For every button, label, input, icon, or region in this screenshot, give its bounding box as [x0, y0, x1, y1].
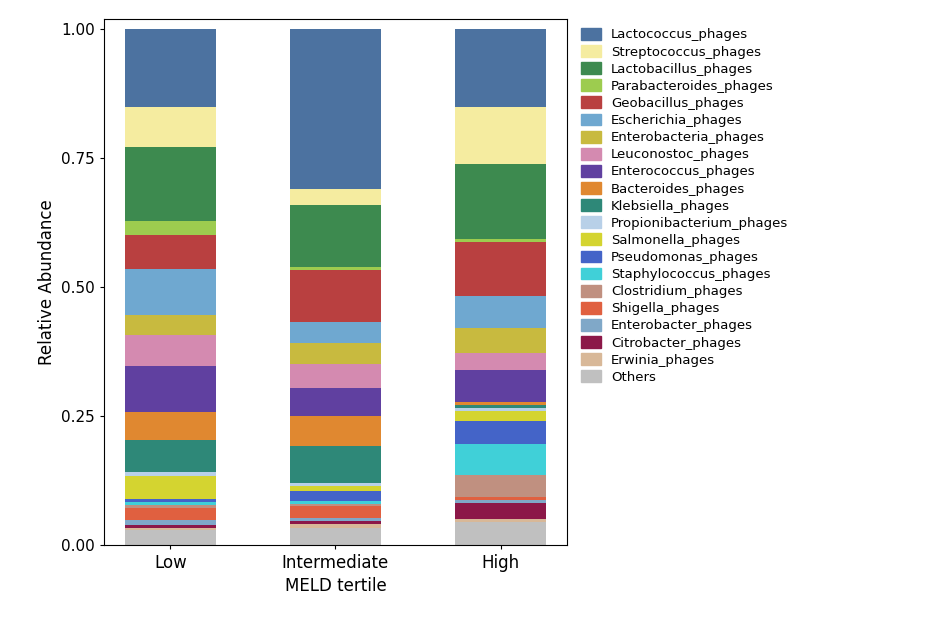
Bar: [455, 521, 546, 545]
Bar: [290, 501, 380, 504]
Bar: [290, 270, 380, 322]
Bar: [455, 296, 546, 327]
Bar: [455, 421, 546, 444]
Bar: [290, 343, 380, 364]
Bar: [455, 475, 546, 497]
Bar: [125, 147, 215, 221]
Bar: [455, 107, 546, 164]
Bar: [290, 486, 380, 491]
X-axis label: MELD tertile: MELD tertile: [284, 577, 386, 595]
Bar: [290, 189, 380, 205]
Bar: [125, 520, 215, 525]
Bar: [455, 408, 546, 411]
Bar: [455, 164, 546, 239]
Bar: [290, 322, 380, 343]
Bar: [455, 503, 546, 519]
Bar: [290, 205, 380, 267]
Bar: [290, 446, 380, 483]
Y-axis label: Relative Abundance: Relative Abundance: [38, 199, 56, 364]
Bar: [125, 269, 215, 315]
Bar: [290, 518, 380, 521]
Bar: [455, 371, 546, 402]
Bar: [455, 29, 546, 107]
Bar: [125, 505, 215, 508]
Bar: [125, 472, 215, 476]
Bar: [290, 528, 380, 545]
Bar: [125, 221, 215, 235]
Bar: [125, 528, 215, 530]
Bar: [125, 335, 215, 366]
Bar: [455, 242, 546, 296]
Bar: [290, 267, 380, 270]
Bar: [125, 29, 215, 107]
Bar: [290, 388, 380, 416]
Bar: [455, 239, 546, 242]
Bar: [290, 524, 380, 528]
Bar: [455, 411, 546, 421]
Bar: [455, 500, 546, 503]
Bar: [290, 364, 380, 388]
Bar: [125, 525, 215, 528]
Bar: [455, 402, 546, 405]
Bar: [125, 440, 215, 472]
Bar: [455, 353, 546, 371]
Bar: [455, 519, 546, 521]
Bar: [290, 521, 380, 524]
Legend: Lactococcus_phages, Streptococcus_phages, Lactobacillus_phages, Parabacteroides_: Lactococcus_phages, Streptococcus_phages…: [578, 26, 790, 386]
Bar: [455, 444, 546, 475]
Bar: [455, 497, 546, 500]
Bar: [290, 491, 380, 501]
Bar: [290, 504, 380, 506]
Bar: [125, 499, 215, 502]
Bar: [125, 235, 215, 269]
Bar: [125, 107, 215, 147]
Bar: [455, 405, 546, 408]
Bar: [125, 508, 215, 520]
Bar: [125, 476, 215, 499]
Bar: [455, 327, 546, 353]
Bar: [125, 315, 215, 335]
Bar: [125, 502, 215, 505]
Bar: [290, 483, 380, 486]
Bar: [290, 416, 380, 446]
Bar: [125, 412, 215, 440]
Bar: [290, 29, 380, 189]
Bar: [125, 530, 215, 545]
Bar: [125, 366, 215, 412]
Bar: [290, 506, 380, 518]
